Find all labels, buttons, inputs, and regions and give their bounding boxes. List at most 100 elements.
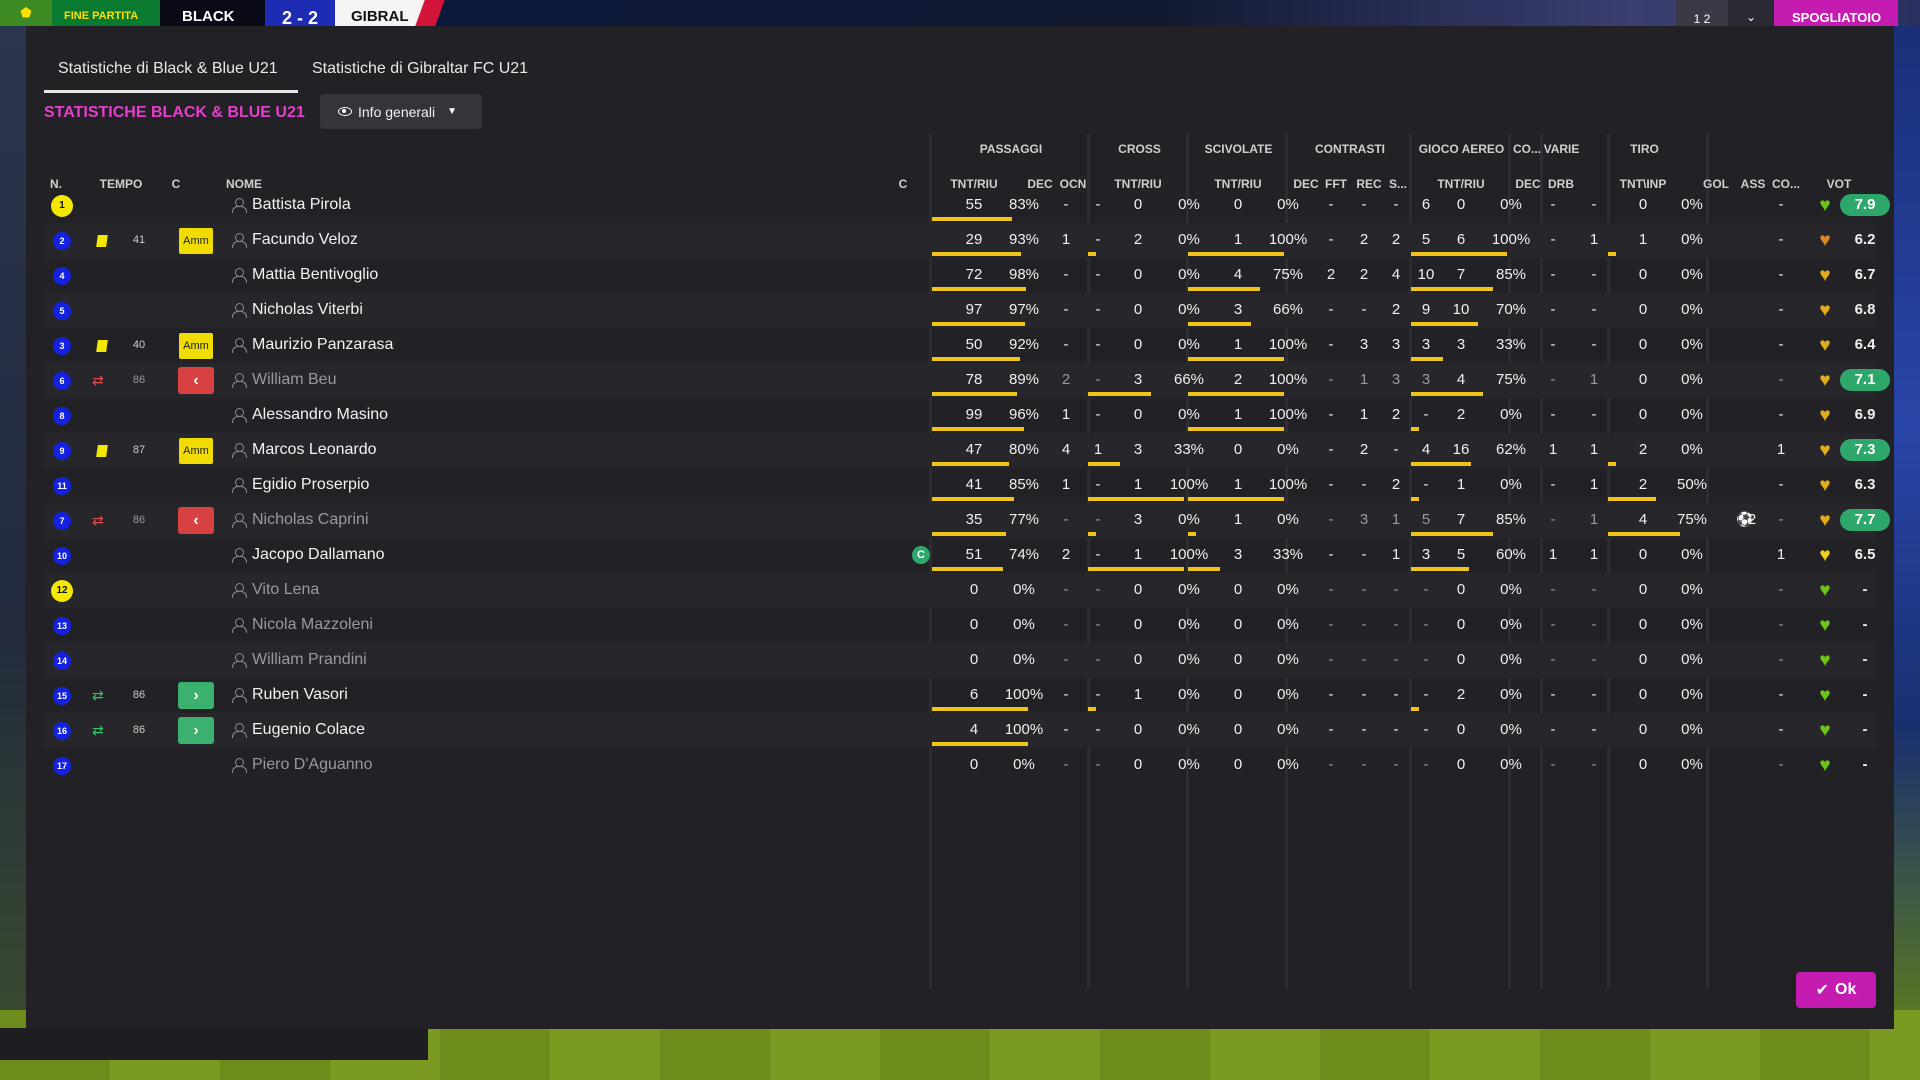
player-name[interactable]: William Beu [252, 371, 337, 388]
player-profile-icon[interactable] [232, 653, 247, 668]
group-header-cross[interactable]: CROSS [1118, 142, 1161, 156]
col-header-n[interactable]: N. [50, 177, 62, 191]
player-name[interactable]: Vito Lena [252, 581, 320, 598]
player-profile-icon[interactable] [232, 478, 247, 493]
player-name[interactable]: Nicola Mazzoleni [252, 616, 373, 633]
stat-aer-t: 6 [1456, 231, 1466, 248]
player-name[interactable]: Maurizio Panzarasa [252, 336, 394, 353]
stat-con-dec: - [1328, 511, 1334, 528]
group-header-contrasti[interactable]: CONTRASTI [1315, 142, 1385, 156]
player-profile-icon[interactable] [232, 233, 247, 248]
player-name[interactable]: Egidio Proserpio [252, 476, 370, 493]
stat-con-fft: 3 [1359, 511, 1369, 528]
subbed-on-icon[interactable]: › [178, 682, 214, 709]
table-row[interactable]: 9 87 Amm Marcos Leonardo 47 80% 4 1 3 33% 0 0% - 2 - 4 1… [44, 433, 1890, 468]
col-header-vot[interactable]: VOT [1826, 177, 1852, 191]
subbed-off-icon[interactable]: ‹ [178, 367, 214, 394]
col-header-co-dec[interactable]: DEC [1515, 177, 1541, 191]
table-row[interactable]: 4 Mattia Bentivoglio 72 98% - - 0 0% 4 75% 2 2 4 10 7 8… [44, 258, 1876, 293]
stat-pass-p: 74% [1008, 546, 1040, 563]
ok-button[interactable]: ✔ Ok [1796, 972, 1876, 1008]
player-profile-icon[interactable] [232, 758, 247, 773]
match-rating: - [1862, 581, 1868, 598]
player-profile-icon[interactable] [232, 548, 247, 563]
chevron-down-icon[interactable]: ⌄ [1728, 0, 1774, 26]
player-name[interactable]: Nicholas Caprini [252, 511, 369, 528]
stat-con-rec: - [1393, 196, 1399, 213]
col-header-gol[interactable]: GOL [1703, 177, 1729, 191]
col-header-con-fft[interactable]: FFT [1325, 177, 1347, 191]
col-header-tempo[interactable]: TEMPO [99, 177, 143, 191]
table-row[interactable]: 13 Nicola Mazzoleni 0 0% - - 0 0% 0 0% - - - - 0 0% - - 0 0… [44, 608, 1876, 643]
subbed-off-icon[interactable]: ‹ [178, 507, 214, 534]
table-row[interactable]: 8 Alessandro Masino 99 96% 1 - 0 0% 1 100% - 1 2 - 2 0%… [44, 398, 1876, 433]
group-header-varie[interactable]: VARIE [1543, 142, 1580, 156]
table-row[interactable]: 2 41 Amm Facundo Veloz 29 93% 1 - 2 0% 1 100% - 2 2 5 6 1… [44, 223, 1876, 258]
tab-away-stats[interactable]: Statistiche di Gibraltar FC U21 [312, 60, 529, 77]
table-row[interactable]: 15 ⇄ 86 › Ruben Vasori 6 100% - - 1 0% 0 0% - - - - 2 0% - -… [44, 678, 1876, 713]
col-header-pass-ocn[interactable]: OCN [1059, 177, 1087, 191]
table-row[interactable]: 11 Egidio Proserpio 41 85% 1-1 100% 1 100% - -2-1… [44, 468, 1876, 503]
player-profile-icon[interactable] [232, 408, 247, 423]
player-profile-icon[interactable] [232, 513, 247, 528]
table-row[interactable]: 12 Vito Lena 0 0% - - 0 0% 0 0% - - - - 0 0% - - 0 0% - ♥ - [44, 573, 1876, 608]
col-header-ass[interactable]: ASS [1740, 177, 1766, 191]
col-header-aereo-tnt[interactable]: TNT/RIU [1437, 177, 1485, 191]
player-profile-icon[interactable] [232, 303, 247, 318]
view-dropdown[interactable]: Info generali ▼ [320, 94, 482, 129]
table-row[interactable]: 5 Nicholas Viterbi 97 97% - - 0 0% 3 66% - - 2 9 10 70%… [44, 293, 1876, 328]
subbed-on-icon[interactable]: › [178, 717, 214, 744]
table-row[interactable]: 1 Battista Pirola 55 83% - - 0 0% 0 0% - - - 6 0 0% - - 0 0… [44, 188, 1890, 223]
player-profile-icon[interactable] [232, 723, 247, 738]
col-header-pass-tnt[interactable]: TNT/RIU [950, 177, 998, 191]
player-name[interactable]: Battista Pirola [252, 196, 351, 213]
player-name[interactable]: Alessandro Masino [252, 406, 389, 423]
col-header-cross-tnt[interactable]: TNT/RIU [1114, 177, 1162, 191]
col-header-con-rec[interactable]: REC [1356, 177, 1382, 191]
group-header-gioco-aereo[interactable]: GIOCO AEREO [1418, 142, 1505, 156]
group-header-co[interactable]: CO... [1512, 142, 1541, 156]
table-row[interactable]: 10 Jacopo Dallamano C 51 74% 2-1 100% 3 33% - -1 3 5… [44, 538, 1876, 573]
table-row[interactable]: 16 ⇄ 86 › Eugenio Colace 4 100% - - 0 0% 0 0% - - - - 0 0%… [44, 713, 1876, 748]
player-profile-icon[interactable] [232, 268, 247, 283]
group-header-tiro[interactable]: TIRO [1630, 142, 1659, 156]
player-profile-icon[interactable] [232, 338, 247, 353]
dressing-room-button[interactable]: SPOGLIATOIO [1774, 0, 1898, 26]
col-header-c[interactable]: C [171, 177, 181, 191]
col-header-pass-dec[interactable]: DEC [1027, 177, 1053, 191]
player-name[interactable]: William Prandini [252, 651, 367, 668]
tab-home-stats[interactable]: Statistiche di Black & Blue U21 [58, 60, 278, 77]
stat-cross-p: 0% [1178, 266, 1200, 283]
player-profile-icon[interactable] [232, 373, 247, 388]
player-profile-icon[interactable] [232, 443, 247, 458]
player-name[interactable]: Jacopo Dallamano [252, 546, 385, 563]
player-name[interactable]: Marcos Leonardo [252, 441, 377, 458]
player-name[interactable]: Ruben Vasori [252, 686, 348, 703]
group-header-passaggi[interactable]: PASSAGGI [979, 142, 1043, 156]
player-profile-icon[interactable] [232, 198, 247, 213]
table-row[interactable]: 14 William Prandini 0 0% - - 0 0% 0 0% - - - - 0 0% - - 0 0… [44, 643, 1876, 678]
player-name[interactable]: Mattia Bentivoglio [252, 266, 379, 283]
col-header-nome[interactable]: NOME [226, 177, 262, 191]
col-header-sciv-tnt[interactable]: TNT/RIU [1214, 177, 1262, 191]
table-row[interactable]: 3 40 Amm Maurizio Panzarasa 50 92% - - 0 0% 1 100% -… [44, 328, 1876, 363]
col-header-varie-drb[interactable]: DRB [1548, 177, 1574, 191]
player-name[interactable]: Facundo Veloz [252, 231, 358, 248]
player-profile-icon[interactable] [232, 583, 247, 598]
player-name[interactable]: Piero D'Aguanno [252, 756, 373, 773]
col-header-cap[interactable]: C [898, 177, 908, 191]
player-profile-icon[interactable] [232, 618, 247, 633]
player-profile-icon[interactable] [232, 688, 247, 703]
table-row[interactable]: 7 ⇄ 86 ‹ Nicholas Caprini 35 77% - - 3 0% 1 0% - 3 1 5 7 8… [44, 503, 1890, 538]
mini-score[interactable]: 1 2 [1676, 0, 1728, 26]
group-header-scivolate[interactable]: SCIVOLATE [1204, 142, 1273, 156]
table-row[interactable]: 17 Piero D'Aguanno 0 0% - - 0 0% 0 0% - - - - 0 0% - - 0 0%… [44, 748, 1876, 783]
col-header-tiro-tnt[interactable]: TNT\INP [1619, 177, 1667, 191]
col-header-con-s[interactable]: S... [1388, 177, 1407, 191]
stat-pass-t: 72 [965, 266, 983, 283]
player-name[interactable]: Nicholas Viterbi [252, 301, 363, 318]
col-header-co2[interactable]: CO... [1771, 177, 1800, 191]
table-row[interactable]: 6 ⇄ 86 ‹ William Beu 78 89% 2-3 66% 2 100% -1 3 3 4 75%… [44, 363, 1890, 398]
player-name[interactable]: Eugenio Colace [252, 721, 365, 738]
col-header-con-dec[interactable]: DEC [1293, 177, 1319, 191]
